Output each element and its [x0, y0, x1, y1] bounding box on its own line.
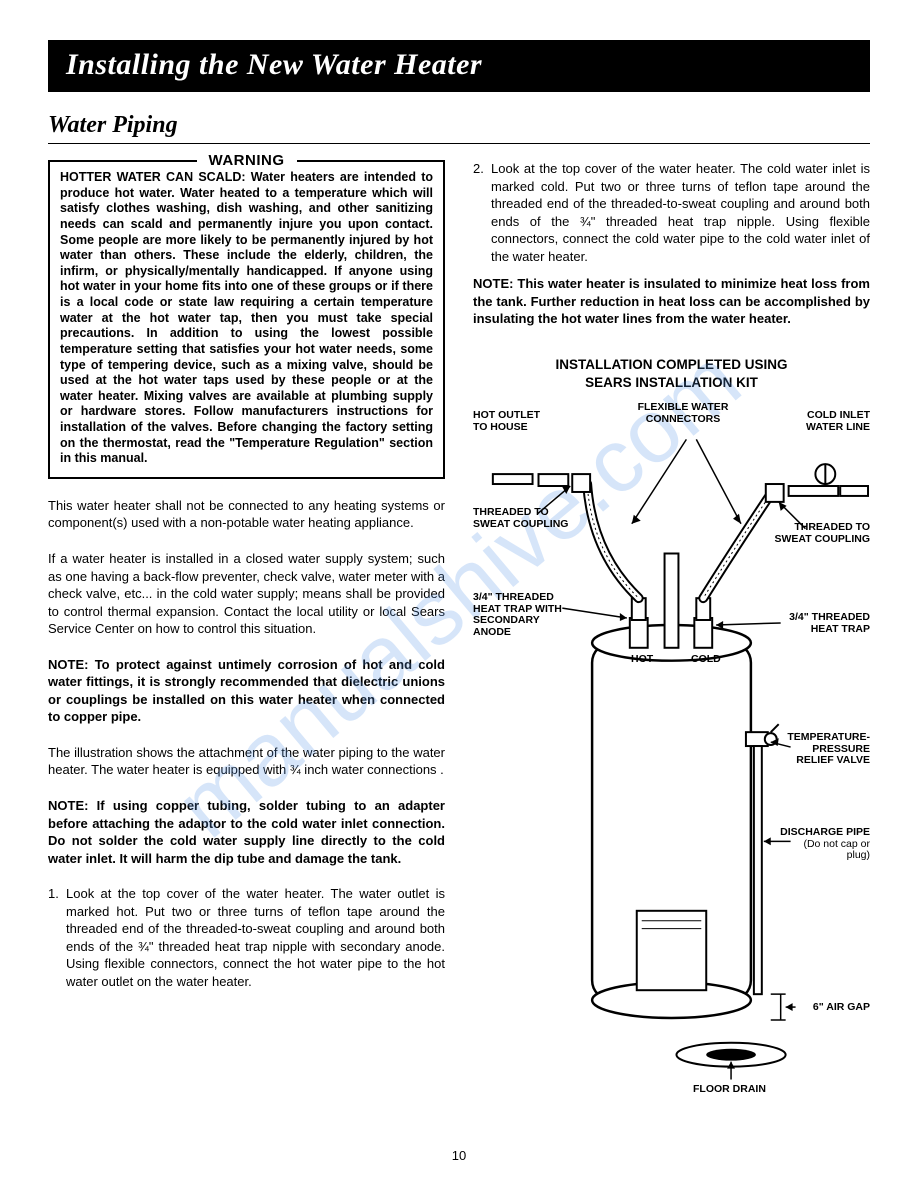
label-discharge-pipe: DISCHARGE PIPE(Do not cap orplug) [765, 827, 870, 862]
page-number: 10 [452, 1148, 466, 1163]
step-1-text: Look at the top cover of the water heate… [66, 886, 445, 989]
diagram-title-l1: INSTALLATION COMPLETED USING [556, 357, 788, 372]
label-hot: HOT [631, 654, 653, 666]
right-column: 2. Look at the top cover of the water he… [473, 160, 870, 1102]
section-title: Water Piping [48, 112, 870, 144]
right-note: NOTE: This water heater is insulated to … [473, 275, 870, 328]
left-column: WARNING HOTTER WATER CAN SCALD: Water he… [48, 160, 445, 1102]
warning-box: WARNING HOTTER WATER CAN SCALD: Water he… [48, 160, 445, 479]
note-paragraph-2: NOTE: If using copper tubing, solder tub… [48, 797, 445, 867]
warning-label: WARNING [197, 152, 297, 171]
label-air-gap: 6" AIR GAP [790, 1002, 870, 1014]
diagram-title-l2: SEARS INSTALLATION KIT [585, 375, 758, 390]
label-flex-connectors: FLEXIBLE WATERCONNECTORS [628, 402, 738, 425]
label-heat-trap-left: 3/4" THREADEDHEAT TRAP WITHSECONDARYANOD… [473, 592, 578, 638]
label-thread-sweat-left: THREADED TOSWEAT COUPLING [473, 507, 573, 530]
warning-body: HOTTER WATER CAN SCALD: Water heaters ar… [60, 170, 433, 465]
label-cold-inlet: COLD INLETWATER LINE [780, 410, 870, 433]
label-floor-drain: FLOOR DRAIN [693, 1084, 766, 1096]
label-hot-outlet: HOT OUTLETTO HOUSE [473, 410, 563, 433]
label-heat-trap-right: 3/4" THREADEDHEAT TRAP [770, 612, 870, 635]
paragraph-2: If a water heater is installed in a clos… [48, 550, 445, 638]
paragraph-4: The illustration shows the attachment of… [48, 744, 445, 779]
step-1-num: 1. [48, 885, 59, 903]
label-cold: COLD [691, 654, 721, 666]
step-2-text: Look at the top cover of the water heate… [491, 161, 870, 264]
paragraph-1: This water heater shall not be connected… [48, 497, 445, 532]
diagram-title: INSTALLATION COMPLETED USING SEARS INSTA… [473, 356, 870, 392]
content-columns: WARNING HOTTER WATER CAN SCALD: Water he… [48, 160, 870, 1102]
installation-diagram: HOT OUTLETTO HOUSE FLEXIBLE WATERCONNECT… [473, 402, 870, 1102]
label-tpr-valve: TEMPERATURE-PRESSURERELIEF VALVE [775, 732, 870, 767]
step-1: 1. Look at the top cover of the water he… [48, 885, 445, 990]
label-thread-sweat-right: THREADED TOSWEAT COUPLING [770, 522, 870, 545]
step-2-num: 2. [473, 160, 484, 178]
step-2: 2. Look at the top cover of the water he… [473, 160, 870, 265]
page-title-bar: Installing the New Water Heater [48, 40, 870, 92]
note-paragraph-1: NOTE: To protect against untimely corros… [48, 656, 445, 726]
